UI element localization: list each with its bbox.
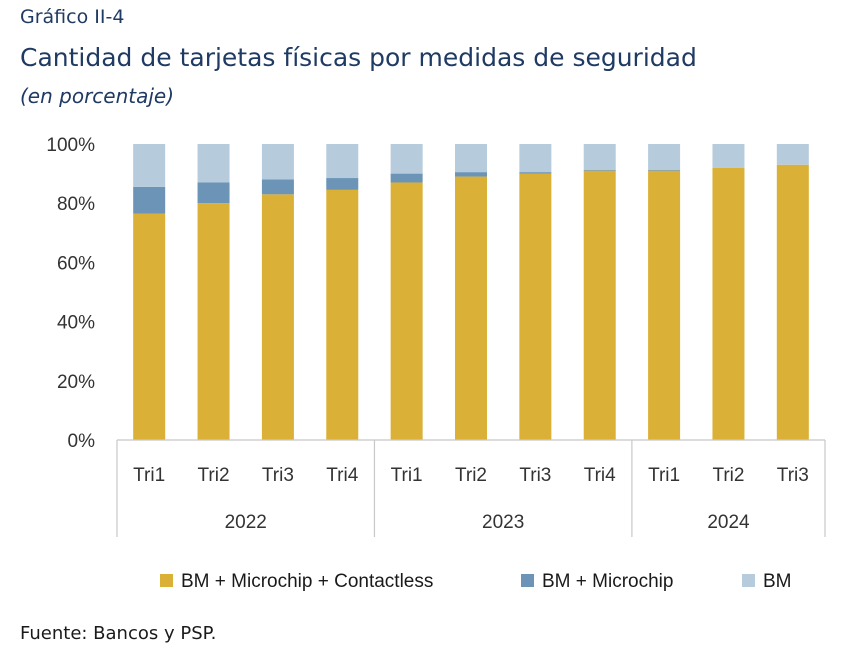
bar-segment-3	[583, 144, 616, 170]
x-tick-label: Tri2	[712, 465, 744, 486]
bar-segment-2	[197, 182, 230, 204]
bar-segment-2	[390, 173, 423, 183]
x-group-label: 2024	[707, 512, 750, 533]
bar-segment-1	[648, 170, 681, 440]
legend-label: BM + Microchip + Contactless	[181, 571, 433, 592]
legend-swatch	[742, 574, 755, 587]
bar-segment-1	[712, 167, 745, 440]
x-tick-label: Tri1	[391, 465, 423, 486]
bar-segment-3	[776, 144, 809, 165]
bar-segment-2	[261, 179, 294, 195]
bar-segment-3	[648, 144, 681, 170]
x-tick-label: Tri1	[648, 465, 680, 486]
y-tick-label: 80%	[57, 194, 95, 215]
x-tick-label: Tri3	[262, 465, 294, 486]
bar-segment-2	[133, 186, 166, 214]
y-tick-label: 20%	[57, 372, 95, 393]
x-tick-label: Tri4	[326, 465, 358, 486]
bar-segment-3	[390, 144, 423, 174]
bar-segment-2	[648, 169, 681, 171]
source-note: Fuente: Bancos y PSP.	[20, 623, 217, 644]
bar-segment-2	[519, 172, 552, 174]
chart-label: Gráfico II-4	[20, 6, 125, 28]
x-tick-label: Tri3	[777, 465, 809, 486]
legend-label: BM	[763, 571, 792, 592]
legend-label: BM + Microchip	[542, 571, 673, 592]
bar-segment-3	[133, 144, 166, 187]
bar-segment-3	[261, 144, 294, 180]
x-group-label: 2022	[225, 512, 267, 533]
bar-segment-1	[519, 173, 552, 440]
bar-segment-2	[583, 169, 616, 171]
legend-swatch	[160, 574, 173, 587]
bar-segment-3	[326, 144, 359, 179]
y-tick-label: 60%	[57, 253, 95, 274]
bar-segment-1	[390, 182, 423, 441]
x-tick-label: Tri2	[455, 465, 487, 486]
bar-segment-3	[519, 144, 552, 173]
y-tick-label: 40%	[57, 313, 95, 334]
bar-segment-1	[583, 170, 616, 440]
bar-segment-3	[455, 144, 487, 173]
x-tick-label: Tri2	[198, 465, 230, 486]
bar-segment-1	[261, 194, 294, 440]
bar-segment-1	[455, 176, 487, 440]
x-tick-label: Tri1	[133, 465, 165, 486]
legend-swatch	[521, 574, 534, 587]
bar-segment-2	[326, 178, 359, 190]
bar-segment-3	[197, 144, 230, 183]
chart-title: Cantidad de tarjetas físicas por medidas…	[20, 43, 697, 72]
y-tick-label: 0%	[68, 431, 96, 452]
x-tick-label: Tri3	[519, 465, 551, 486]
bar-segment-1	[326, 189, 359, 440]
x-tick-label: Tri4	[584, 465, 616, 486]
bar-segment-1	[776, 164, 809, 440]
x-group-label: 2023	[482, 512, 524, 533]
y-tick-label: 100%	[46, 135, 95, 156]
bar-segment-3	[712, 144, 745, 168]
bar-segment-1	[133, 213, 166, 440]
chart-subtitle: (en porcentaje)	[20, 84, 175, 108]
bar-segment-2	[455, 172, 487, 177]
bar-segment-1	[197, 203, 230, 440]
